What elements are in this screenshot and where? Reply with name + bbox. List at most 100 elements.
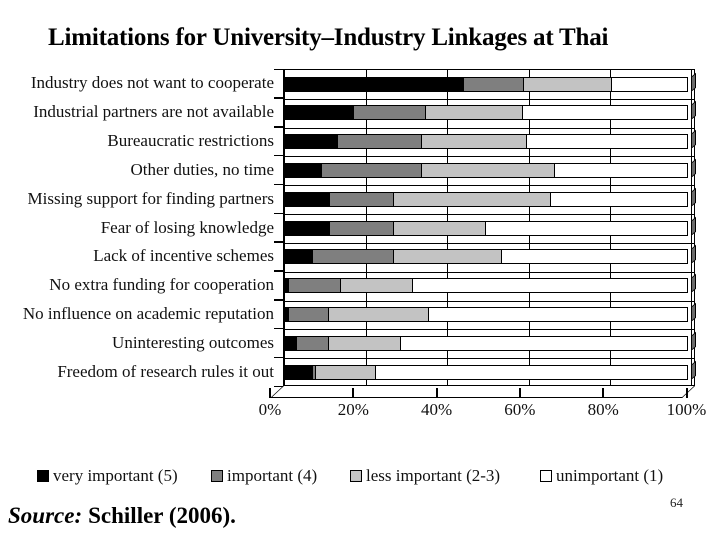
bar-segment: [484, 220, 688, 236]
bar-segment: [549, 191, 688, 207]
bar-segment: [296, 335, 329, 351]
bar-row: [285, 101, 696, 121]
legend-swatch: [211, 470, 223, 482]
bar-row: [285, 158, 696, 178]
bar-segment: [328, 220, 394, 236]
bar-3d-cap: [691, 129, 696, 150]
bar-segment: [353, 105, 427, 121]
gridline-horizontal: [285, 358, 694, 360]
gridline-horizontal: [285, 242, 694, 244]
legend-item: important (4): [211, 466, 318, 485]
legend-label: less important (2-3): [366, 466, 501, 485]
legend-label: important (4): [227, 466, 318, 485]
page-number: 64: [670, 495, 683, 510]
bar-segment: [421, 162, 555, 178]
bar-segment: [285, 220, 330, 236]
category-label: Freedom of research rules it out: [57, 361, 274, 381]
bar-segment: [328, 191, 394, 207]
bar-3d-cap: [691, 302, 696, 323]
y-tick: [274, 154, 283, 157]
bar-row: [285, 72, 696, 92]
bar-segment: [288, 278, 341, 294]
bar-segment: [285, 105, 355, 121]
gridline-horizontal: [285, 271, 694, 273]
x-tick-label: 40%: [421, 400, 453, 419]
gridline-horizontal: [285, 156, 694, 158]
category-axis-labels: Industry does not want to cooperate Indus…: [0, 69, 278, 386]
bar-3d-cap: [691, 274, 696, 294]
legend-swatch: [540, 470, 552, 482]
y-tick: [274, 356, 283, 359]
y-tick: [274, 385, 283, 387]
bar-segment: [425, 105, 523, 121]
y-tick: [274, 212, 283, 215]
bar-segment: [411, 278, 688, 294]
x-tick: [518, 388, 521, 398]
bar-segment: [392, 191, 551, 207]
source-label: Source:: [8, 503, 83, 528]
bar-segment: [501, 249, 688, 265]
legend-label: very important (5): [53, 466, 178, 485]
bar-segment: [339, 278, 413, 294]
gridline-horizontal: [285, 185, 694, 187]
legend-item: less important (2-3): [350, 466, 501, 485]
bar-segment: [610, 76, 688, 92]
x-tick: [435, 388, 438, 398]
source-citation: Schiller (2006).: [88, 503, 236, 528]
bar-segment: [327, 307, 430, 323]
bar-3d-cap: [691, 245, 696, 265]
bar-segment: [312, 249, 394, 265]
bar-segment: [375, 364, 688, 380]
bar-segment: [288, 307, 329, 323]
y-tick: [274, 270, 283, 272]
bar-row: [285, 274, 696, 294]
category-label: No extra funding for cooperation: [49, 275, 274, 295]
bar-segment: [315, 364, 377, 380]
category-label: Lack of incentive schemes: [93, 246, 274, 266]
bar-segment: [285, 134, 338, 150]
y-tick: [274, 126, 283, 128]
y-tick: [274, 241, 283, 243]
plot-area: [283, 69, 696, 386]
gridline-horizontal: [285, 300, 694, 302]
y-tick: [274, 68, 283, 70]
bar-segment: [525, 134, 688, 150]
bar-3d-cap: [691, 158, 696, 178]
bar-row: [285, 245, 696, 265]
legend-item: very important (5): [37, 466, 178, 485]
legend-swatch: [37, 470, 49, 482]
bar-segment: [392, 249, 503, 265]
bar-row: [285, 129, 696, 150]
y-tick: [274, 327, 283, 330]
bar-3d-cap: [691, 101, 696, 121]
x-tick-label: 0%: [258, 400, 282, 419]
bar-segment: [421, 134, 527, 150]
category-label: Bureaucratic restrictions: [107, 131, 274, 151]
category-label: Uninteresting outcomes: [112, 332, 274, 352]
legend-label: unimportant (1): [556, 466, 664, 485]
gridline-horizontal: [285, 98, 694, 100]
bar-3d-cap: [691, 360, 696, 380]
x-tick: [352, 388, 355, 398]
bar-segment: [327, 335, 401, 351]
page-title: Limitations for University–Industry Link…: [48, 24, 609, 51]
gridline-horizontal: [285, 214, 694, 216]
category-label: Industry does not want to cooperate: [30, 73, 274, 93]
x-tick: [269, 388, 271, 398]
bar-3d-cap: [691, 331, 696, 351]
bar-segment: [428, 307, 688, 323]
x-tick-label: 60%: [504, 400, 536, 419]
bar-segment: [399, 335, 688, 351]
bar-segment: [285, 76, 464, 92]
bar-segment: [320, 162, 423, 178]
bar-segment: [392, 220, 486, 236]
category-label: No influence on academic reputation: [22, 303, 274, 323]
bar-segment: [285, 249, 314, 265]
bar-row: [285, 187, 696, 207]
bar-segment: [554, 162, 688, 178]
legend-item: unimportant (1): [540, 466, 664, 485]
legend-swatch: [350, 470, 362, 482]
category-label: Fear of losing knowledge: [100, 217, 274, 237]
bar-3d-cap: [691, 72, 696, 92]
